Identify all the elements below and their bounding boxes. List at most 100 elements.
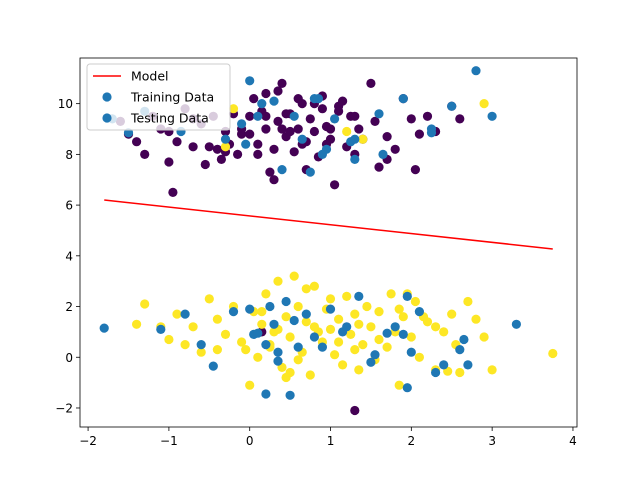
testing-point [374, 109, 384, 119]
training-point-class0 [269, 175, 279, 185]
training-point-class0 [414, 129, 424, 139]
testing-point [180, 309, 190, 319]
training-point-class1 [220, 329, 231, 339]
training-point-class1 [471, 314, 481, 324]
testing-point [455, 345, 465, 355]
testing-point [414, 307, 424, 317]
training-point-class0 [410, 165, 420, 175]
legend-entry-testing-label: Testing Data [130, 111, 209, 126]
testing-point [366, 357, 376, 367]
testing-point [265, 301, 275, 312]
training-point-class1 [354, 319, 364, 329]
training-point-class1 [439, 327, 449, 337]
x-tick-label: 4 [569, 434, 577, 448]
training-point-class1 [212, 314, 222, 324]
training-point-class1 [281, 372, 291, 383]
training-point-class1 [253, 352, 263, 362]
testing-point [402, 291, 412, 301]
testing-point [305, 167, 315, 177]
training-point-class1 [245, 380, 255, 390]
testing-point [346, 137, 356, 147]
testing-point [281, 296, 291, 307]
training-point-class1 [330, 350, 340, 360]
testing-point [309, 332, 319, 342]
training-point-class1 [346, 329, 356, 339]
training-point-class0 [245, 129, 255, 139]
testing-point [431, 367, 441, 378]
training-point-class0 [168, 187, 178, 197]
testing-point [301, 309, 311, 319]
training-point-class0 [140, 149, 150, 159]
training-point-class1 [140, 299, 150, 309]
training-point-class1 [132, 319, 142, 329]
testing-point [289, 315, 299, 326]
training-point-class0 [330, 180, 340, 190]
testing-point [269, 319, 279, 329]
training-point-class1 [309, 281, 319, 291]
testing-point [237, 119, 247, 129]
legend-entry-training-swatch [102, 92, 112, 102]
x-tick-label: 3 [488, 434, 496, 448]
testing-point [309, 94, 319, 104]
testing-point [511, 319, 521, 329]
testing-point [325, 304, 336, 314]
training-point-class1 [325, 294, 336, 304]
training-point-class1 [548, 348, 558, 359]
testing-point [245, 304, 255, 314]
testing-point [447, 101, 457, 111]
training-point-class0 [273, 116, 283, 126]
training-point-class1 [406, 332, 416, 342]
training-point-class1 [447, 309, 457, 319]
training-point-class0 [233, 149, 243, 159]
training-point-class1 [334, 314, 344, 324]
training-point-class1 [301, 284, 311, 294]
training-point-class0 [261, 111, 271, 121]
training-point-class1 [398, 312, 408, 322]
training-point-class1 [241, 345, 251, 355]
training-point-class0 [350, 111, 360, 121]
training-point-class1 [354, 365, 364, 375]
testing-point [293, 342, 303, 352]
y-tick-label: 6 [65, 199, 73, 213]
training-point-class0 [277, 124, 287, 134]
training-point-class0 [289, 147, 299, 157]
testing-point [228, 307, 239, 317]
training-point-class1 [196, 347, 206, 357]
model-line [104, 199, 553, 250]
training-point-class1 [281, 312, 291, 322]
testing-point [342, 322, 352, 332]
testing-point [289, 111, 299, 121]
training-point-class0 [422, 111, 433, 121]
training-point-class0 [374, 162, 384, 172]
training-point-class0 [277, 78, 287, 88]
training-point-class0 [249, 94, 259, 104]
training-point-class1 [220, 142, 231, 152]
training-point-class1 [228, 104, 239, 114]
training-point-class0 [200, 159, 210, 170]
testing-point [156, 324, 166, 334]
testing-point [241, 139, 251, 149]
training-point-class0 [350, 405, 360, 416]
training-point-class1 [257, 307, 267, 317]
training-point-class1 [479, 332, 489, 342]
training-point-class1 [325, 324, 336, 334]
training-point-class0 [237, 129, 247, 139]
training-point-class1 [366, 322, 376, 332]
training-point-class0 [317, 104, 327, 114]
testing-point [297, 134, 307, 144]
training-point-class1 [172, 309, 182, 319]
training-point-class1 [285, 332, 295, 342]
training-point-class1 [257, 319, 267, 329]
training-point-class0 [390, 144, 400, 154]
testing-point [406, 347, 416, 357]
training-point-class0 [455, 114, 465, 124]
training-point-class0 [293, 124, 303, 134]
y-tick-label: 4 [65, 249, 73, 263]
testing-point [261, 389, 271, 399]
testing-point [99, 323, 109, 333]
training-point-class0 [325, 124, 336, 134]
training-point-class0 [269, 144, 279, 154]
training-point-class1 [463, 296, 473, 307]
x-tick-label: −2 [79, 434, 97, 448]
